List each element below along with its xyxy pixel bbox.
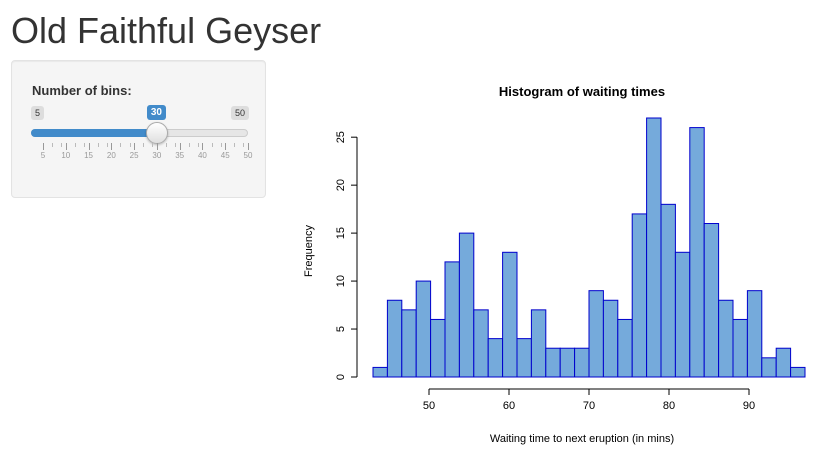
histogram-bar [660, 203, 676, 378]
slider-grid: 5 10 15 20 25 30 35 40 45 50 [12, 143, 267, 163]
slider-major-tick [111, 143, 113, 150]
histogram-bar [689, 127, 705, 378]
x-tick-label: 70 [583, 400, 595, 412]
y-axis-label: Frequency [303, 225, 315, 277]
slider-minor-tick [197, 143, 199, 147]
chart-title: Histogram of waiting times [499, 84, 665, 99]
histogram-bar [761, 357, 777, 378]
x-axis: 50 60 70 80 90 [423, 388, 755, 412]
bins-label: Number of bins: [32, 83, 132, 98]
histogram-bar [790, 366, 806, 378]
slider-minor-tick [166, 143, 167, 147]
y-axis: 0 5 10 15 20 25 [335, 131, 358, 380]
histogram-bar [703, 223, 720, 378]
slider-minor-tick [175, 143, 177, 147]
slider-minor-tick [152, 143, 154, 147]
slider-minor-tick [188, 143, 190, 147]
slider-fill [31, 129, 157, 137]
histogram-bar [574, 347, 590, 378]
slider-minor-tick [120, 143, 122, 147]
histogram-bar [502, 251, 518, 378]
histogram-bars [372, 117, 806, 378]
slider-major-tick [225, 143, 227, 150]
slider-minor-tick [84, 143, 85, 147]
slider-minor-tick [61, 143, 63, 147]
slider-min-label: 5 [31, 106, 45, 120]
histogram-bar [530, 309, 547, 378]
slider-minor-tick [74, 143, 76, 147]
slider-max-label: 50 [231, 106, 250, 120]
slider-minor-tick [234, 143, 236, 147]
slider-tick-label: 30 [152, 151, 162, 160]
slider-tick-label: 35 [175, 151, 185, 160]
histogram-bar [617, 318, 633, 378]
slider-minor-tick [129, 143, 131, 147]
histogram-bar [487, 338, 504, 378]
histogram-bar [458, 232, 475, 378]
histogram-bar [386, 299, 403, 378]
histogram-bar [473, 309, 489, 378]
y-tick-label: 5 [335, 326, 347, 332]
y-tick-label: 25 [335, 131, 347, 143]
slider-tick-label: 50 [243, 151, 253, 160]
slider-major-tick [248, 143, 249, 150]
histogram-bar [602, 299, 619, 378]
slider-major-tick [156, 143, 158, 150]
x-tick-label: 60 [503, 400, 515, 412]
histogram-bar [430, 318, 446, 378]
histogram-bar [444, 261, 460, 378]
slider-minor-tick [243, 143, 245, 147]
histogram-svg: Histogram of waiting times 0 5 10 15 20 25 50… [303, 84, 806, 445]
histogram-bar [415, 280, 432, 378]
histogram-bar [646, 117, 662, 378]
histogram-bar [746, 290, 763, 378]
y-tick-label: 20 [335, 179, 347, 191]
page-title: Old Faithful Geyser [11, 10, 322, 51]
slider-value-label: 30 [146, 105, 166, 120]
slider-tick-label: 40 [197, 151, 207, 160]
slider-minor-tick [143, 143, 145, 147]
slider-major-tick [179, 143, 181, 150]
slider-handle[interactable] [145, 122, 168, 144]
x-tick-label: 90 [743, 400, 755, 412]
slider-tick-label: 10 [61, 151, 71, 160]
histogram-bar [674, 251, 691, 378]
slider-major-tick [43, 143, 44, 150]
histogram-bar [718, 299, 734, 378]
histogram-bar [372, 366, 388, 378]
slider-major-tick [202, 143, 204, 150]
y-tick-label: 10 [335, 275, 347, 287]
slider-tick-label: 45 [220, 151, 230, 160]
x-axis-label: Waiting time to next eruption (in mins) [490, 433, 674, 445]
slider-major-tick [65, 143, 67, 150]
slider-minor-tick [211, 143, 213, 147]
slider-tick-label: 15 [84, 151, 93, 160]
slider-tick-label: 20 [106, 151, 116, 160]
slider-major-tick [88, 143, 90, 150]
slider-tick-label: 5 [40, 151, 46, 160]
histogram-bar [559, 347, 576, 378]
slider-minor-tick [106, 143, 108, 147]
histogram-bar [775, 347, 792, 378]
slider-minor-tick [97, 143, 99, 147]
histogram-bar [545, 347, 561, 378]
histogram-bar [732, 318, 748, 378]
y-tick-label: 0 [335, 374, 347, 380]
histogram-bar [401, 309, 417, 378]
sidebar-panel: Number of bins: 5 50 30 5 10 15 20 25 30 35 40 4… [11, 60, 266, 198]
slider-major-tick [134, 143, 136, 150]
histogram-bar [516, 338, 532, 378]
histogram-bar [588, 290, 604, 378]
slider-tick-label: 25 [129, 151, 139, 160]
x-tick-label: 50 [423, 400, 435, 412]
histogram-bar [631, 213, 648, 378]
x-tick-label: 80 [663, 400, 675, 412]
histogram-plot: Histogram of waiting times 0 5 10 15 20 25 50… [300, 75, 815, 460]
y-tick-label: 15 [335, 227, 347, 239]
slider-minor-tick [220, 143, 222, 147]
slider-minor-tick [52, 143, 54, 147]
